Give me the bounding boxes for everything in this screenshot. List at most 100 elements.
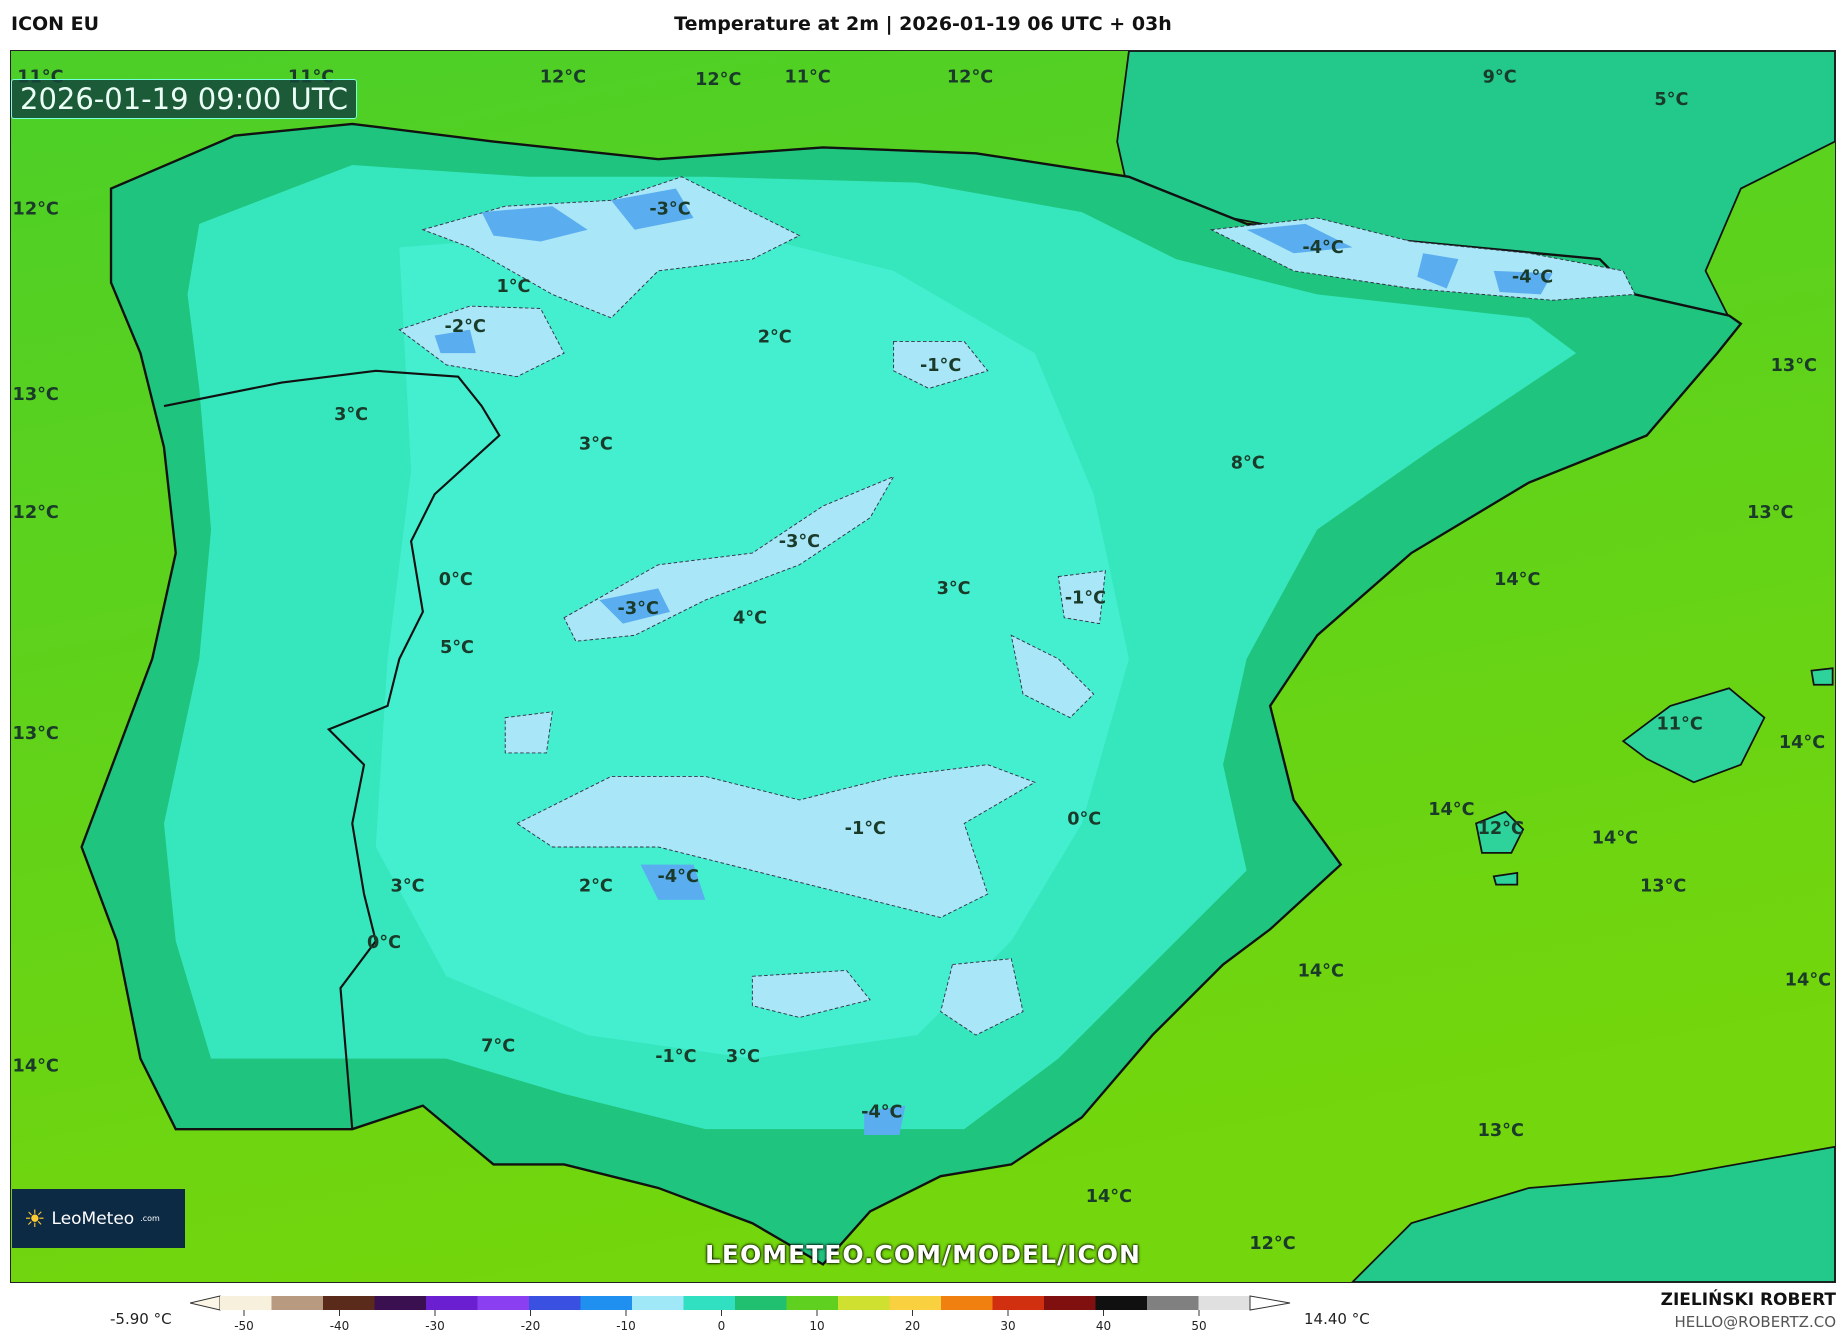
temperature-label: 2°C (579, 877, 613, 897)
temperature-label: 11°C (1657, 714, 1703, 734)
temperature-label: 14°C (13, 1057, 59, 1077)
legend-max-value: 14.40 °C (1304, 1310, 1370, 1328)
map-canvas: 11°C 11°C 12°C 12°C 11°C 12°C 9°C5°C12°C -3°C1°… (11, 51, 1835, 1282)
temperature-label: 13°C (1747, 503, 1793, 523)
colorbar-segment (889, 1296, 942, 1310)
colorbar-segment (323, 1296, 375, 1310)
temperature-label: -3°C (649, 199, 690, 219)
temperature-label: -3°C (779, 532, 820, 552)
colorbar-tick-label: 0 (718, 1319, 726, 1333)
sun-icon: ☀ (24, 1204, 46, 1233)
temperature-label: 12°C (1249, 1234, 1295, 1254)
very-cold-areas (434, 188, 1553, 1136)
temperature-label: 5°C (440, 638, 474, 658)
temperature-label: 13°C (1478, 1121, 1524, 1141)
temperature-label: 3°C (937, 579, 971, 599)
colorbar-tick-label: 30 (1000, 1319, 1015, 1333)
temperature-label: 13°C (1771, 356, 1817, 376)
colorbar-tick-label: -50 (234, 1319, 254, 1333)
colorbar-tick-label: -30 (425, 1319, 445, 1333)
temperature-label: -4°C (861, 1102, 902, 1122)
colorbar-segment (786, 1296, 839, 1310)
author-email: HELLO@ROBERTZ.CO (1674, 1313, 1836, 1331)
logo-suffix: .com (140, 1214, 160, 1223)
author-name: ZIELIŃSKI ROBERT (1660, 1290, 1836, 1310)
temperature-label: 3°C (579, 435, 613, 455)
logo-text: LeoMeteo (51, 1208, 135, 1229)
temperature-label: 13°C (13, 724, 59, 744)
temperature-label: 2°C (758, 328, 792, 348)
colorbar-segment (374, 1296, 427, 1310)
temperature-label: 12°C (13, 503, 59, 523)
colorbar-segment (1044, 1296, 1096, 1310)
temperature-map[interactable]: 11°C 11°C 12°C 12°C 11°C 12°C 9°C 5°C 12°C -3°C 1°… (10, 50, 1836, 1283)
temperature-label: 14°C (1785, 971, 1831, 991)
colorbar-tick-label: 10 (809, 1319, 824, 1333)
colorbar-tick-label: 50 (1191, 1319, 1206, 1333)
colorbar-tick-label: 20 (905, 1319, 920, 1333)
temperature-label: 1°C (496, 277, 530, 297)
temperature-label: 0°C (1067, 810, 1101, 830)
temperature-label: 8°C (1231, 453, 1265, 473)
temperature-label: 12°C (13, 199, 59, 219)
colorbar-segment (992, 1296, 1045, 1310)
colorbar-segment (632, 1296, 684, 1310)
temperature-label: 7°C (481, 1037, 515, 1057)
temperature-label: 12°C (947, 68, 993, 88)
temperature-label: 4°C (733, 609, 767, 629)
colorbar-segment (941, 1296, 993, 1310)
temperature-label: -1°C (920, 356, 961, 376)
temperature-label: -3°C (618, 599, 659, 619)
temperature-label: 0°C (367, 933, 401, 953)
temperature-label: 3°C (334, 405, 368, 425)
colorbar-tick-label: -20 (521, 1319, 541, 1333)
colorbar-segment (838, 1296, 890, 1310)
temperature-labels: 11°C 11°C 12°C 12°C 11°C 12°C 9°C5°C12°C -3°C1°… (13, 68, 1832, 1254)
chart-title: Temperature at 2m | 2026-01-19 06 UTC + … (674, 13, 1172, 35)
temperature-label: 14°C (1086, 1187, 1132, 1207)
colorbar-segment (529, 1296, 581, 1310)
temperature-label: -2°C (445, 317, 486, 337)
temperature-label: 11°C (785, 68, 831, 88)
colorbar-segment (477, 1296, 530, 1310)
colorbar-segment (1198, 1296, 1251, 1310)
temperature-label: 14°C (1779, 733, 1825, 753)
temperature-label: 13°C (1640, 877, 1686, 897)
temperature-label: 14°C (1298, 961, 1344, 981)
watermark-url: LEOMETEO.COM/MODEL/ICON (704, 1240, 1141, 1269)
temperature-label: -4°C (658, 867, 699, 887)
colorbar-tick-label: -10 (616, 1319, 636, 1333)
temperature-label: 14°C (1592, 828, 1638, 848)
balearic-islands (1475, 667, 1834, 886)
valid-time-badge: 2026-01-19 09:00 UTC (11, 79, 358, 119)
temperature-label: 9°C (1483, 68, 1517, 88)
colorbar-min-arrow (190, 1295, 221, 1311)
colorbar-segment (683, 1296, 736, 1310)
borders (163, 369, 501, 1130)
temperature-label: -4°C (1512, 268, 1553, 288)
temperature-label: 12°C (695, 70, 741, 90)
temperature-label: 5°C (1654, 90, 1688, 110)
colorbar-segment (220, 1296, 272, 1310)
model-name: ICON EU (11, 13, 100, 35)
colorbar-segment (580, 1296, 633, 1310)
color-bar: -50 -40 -30 -20 -10 0 10 20 30 40 50 (190, 1295, 1291, 1333)
colorbar-segment (1095, 1296, 1148, 1310)
temperature-label: -1°C (1065, 589, 1106, 609)
temperature-label: 13°C (13, 385, 59, 405)
leometeo-logo: ☀ LeoMeteo .com (12, 1189, 185, 1248)
legend-min-value: -5.90 °C (110, 1310, 172, 1328)
temperature-label: 12°C (1478, 819, 1524, 839)
temperature-label: 14°C (1494, 570, 1540, 590)
colorbar-tick-label: -40 (330, 1319, 350, 1333)
colorbar-segment (426, 1296, 478, 1310)
colorbar-segment (735, 1296, 787, 1310)
temperature-label: 12°C (540, 68, 586, 88)
temperature-label: 0°C (439, 570, 473, 590)
temperature-label: -4°C (1302, 238, 1343, 258)
colorbar-max-arrow (1249, 1295, 1291, 1311)
temperature-label: -1°C (655, 1047, 696, 1067)
colorbar-segment (1147, 1296, 1199, 1310)
temperature-label: 14°C (1428, 800, 1474, 820)
land-africa (1351, 1145, 1835, 1282)
